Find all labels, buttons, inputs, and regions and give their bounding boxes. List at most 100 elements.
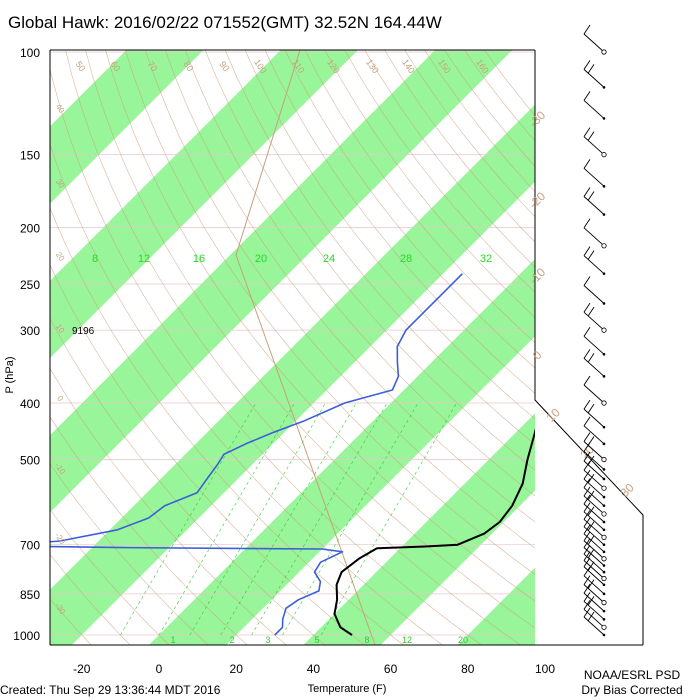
dry-adiabat-line [344, 50, 535, 293]
left-edge-label: -20 [53, 531, 67, 546]
wind-barb-station [601, 600, 607, 606]
dry-adiabat-line [184, 50, 535, 497]
wind-barb-flag [587, 561, 595, 572]
wind-barb-staff [583, 616, 605, 636]
wind-barb-flag [587, 353, 595, 363]
bottom-mixing-label: 5 [314, 635, 319, 645]
x-tick-label: 60 [384, 662, 398, 676]
wind-barb-staff [583, 168, 605, 187]
wind-barb-station [601, 556, 607, 562]
wind-barb-station [602, 528, 606, 532]
dry-adiabat-line [50, 509, 170, 645]
wind-barb-station [601, 327, 607, 333]
mixing-ratio-label: 28 [400, 253, 412, 265]
dry-adiabat-line [324, 50, 535, 318]
dry-adiabat-line [50, 317, 326, 645]
wind-barb-flag [587, 596, 595, 606]
mixing-ratio-line [251, 402, 388, 636]
wind-barb-flag [587, 579, 595, 589]
wind-barb-station [601, 534, 607, 540]
mixing-ratio-label: 16 [193, 253, 205, 265]
wind-barb-station [602, 570, 606, 574]
wind-barb-flag [583, 557, 591, 568]
y-tick-label: 850 [20, 588, 40, 602]
wind-barb-staff [583, 100, 605, 119]
isotherm-band [50, 50, 513, 513]
wind-barb-flag [587, 306, 595, 317]
y-tick-label: 700 [20, 539, 40, 553]
bottom-mixing-label: 3 [265, 635, 270, 645]
dry-adiabat-label: 80 [181, 59, 195, 73]
wind-barb-flag [583, 575, 591, 585]
wind-barb-flag [583, 486, 591, 497]
wind-barb-flag [583, 416, 591, 427]
bottom-mixing-label: 12 [402, 635, 412, 645]
mixing-ratio-line [158, 402, 295, 636]
wind-barb-flag [583, 24, 591, 35]
wind-barb [583, 524, 606, 554]
moist-adiabat-label: 20 [577, 442, 597, 462]
dry-adiabat-line [224, 50, 535, 445]
wind-barb [583, 187, 606, 216]
y-axis-label: P (hPa) [4, 356, 16, 393]
wind-barb [583, 607, 606, 637]
wind-barb-flag [583, 607, 591, 618]
wind-barb-staff [583, 553, 605, 573]
dry-adiabat-line [145, 50, 535, 549]
wind-barb-staff [583, 526, 605, 546]
wind-barb-flag [583, 460, 591, 471]
wind-barb-station [601, 575, 607, 582]
wind-barb-flag [583, 517, 591, 527]
wind-barb-staff [583, 575, 605, 595]
chart-title: Global Hawk: 2016/02/22 071552(GMT) 32.5… [8, 13, 442, 32]
moist-adiabat-label: 30 [617, 480, 637, 500]
wind-barb-staff [583, 285, 605, 304]
wind-barb-staff [583, 311, 605, 331]
moist-adiabat-label: 10 [543, 405, 563, 425]
wind-barb-station [602, 583, 606, 587]
wind-barb-staff [583, 547, 605, 566]
correction-label: Dry Bias Corrected [581, 683, 682, 697]
dry-adiabat-line [304, 50, 535, 344]
x-tick-label: 0 [156, 662, 163, 676]
wind-barb-flag [583, 451, 591, 462]
wind-barb [583, 583, 606, 613]
dry-adiabat-line [284, 50, 535, 369]
dry-adiabat-line [85, 50, 535, 629]
wind-barb-station [602, 520, 606, 524]
wind-barb-staff [583, 487, 605, 506]
y-tick-label: 100 [20, 46, 40, 60]
dry-adiabat-line [244, 50, 535, 420]
wind-barb-staff [583, 384, 605, 404]
mixing-ratio-label: 32 [480, 253, 492, 265]
dry-adiabat-label: 50 [73, 59, 87, 73]
wind-barb-staff [583, 451, 605, 470]
wind-barb-staff [583, 469, 605, 489]
wind-barb-flag [583, 60, 591, 70]
wind-barb-station [602, 302, 606, 305]
wind-barb [583, 60, 606, 89]
wind-barb [583, 302, 607, 333]
wind-barb-station [601, 152, 607, 158]
dry-adiabat-line [50, 207, 404, 645]
dry-adiabat-label: 60 [108, 59, 122, 73]
wind-barb-station [602, 442, 606, 446]
wind-barb-staff [583, 533, 605, 553]
wind-barb-station [602, 477, 606, 481]
wind-barb-station [602, 352, 606, 356]
wind-barb [583, 502, 606, 532]
wind-barb-station [602, 543, 606, 546]
wind-barb-staff [583, 495, 605, 515]
wind-barb-station [602, 550, 606, 554]
wind-barb [583, 91, 606, 120]
dry-adiabat-line [164, 50, 535, 523]
wind-barb-staff [583, 136, 605, 155]
wind-barb-flag [587, 403, 595, 414]
wind-barb-station [602, 185, 606, 188]
isotherm-band [50, 104, 535, 645]
dry-adiabat-line [50, 554, 131, 645]
wind-barb [583, 349, 606, 378]
wind-barb-station [602, 86, 606, 89]
wind-barb-flag [583, 502, 591, 513]
